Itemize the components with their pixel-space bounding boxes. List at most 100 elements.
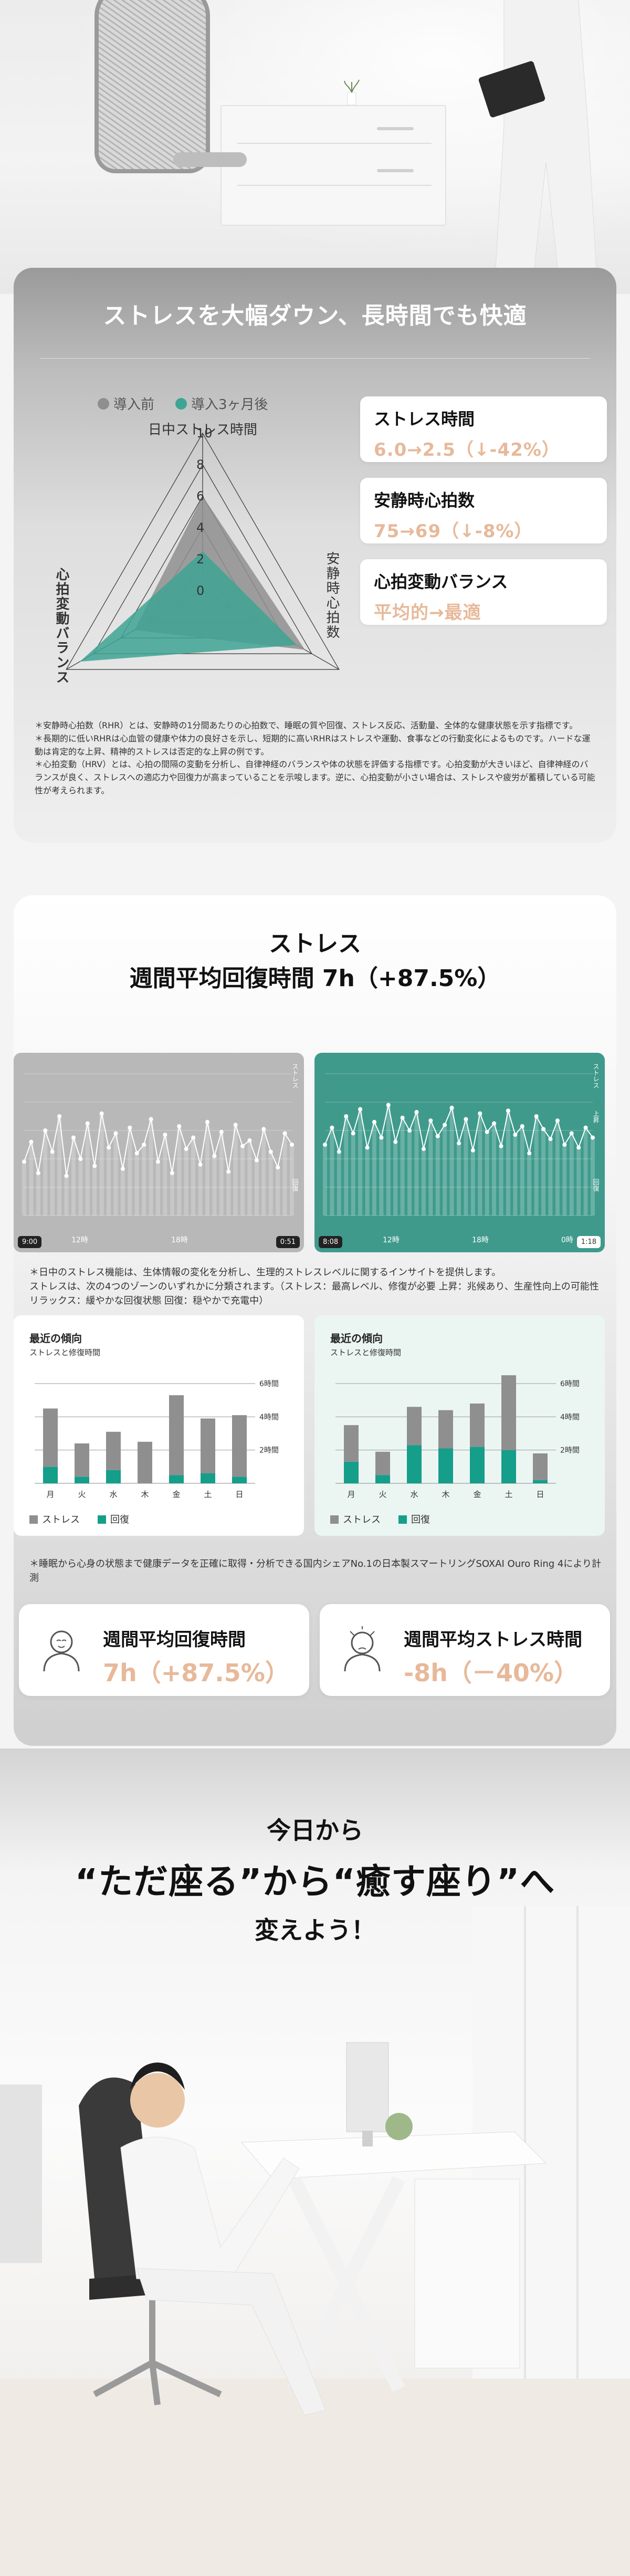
radar-tick-label: 2 (196, 552, 204, 567)
bar-tick-label: 6時間 (560, 1380, 580, 1388)
trend-subheading: ストレスと修復時間 (330, 1348, 402, 1357)
note-stress-function: ＊日中のストレス機能は、生体情報の変化を分析し、生理的ストレスレベルに関するイン… (29, 1267, 501, 1278)
monitor (346, 2042, 389, 2132)
timeline-point (205, 1119, 209, 1124)
note-rhr: ＊安静時心拍数（RHR）とは、安静時の1分間あたりの心拍数で、睡眠の質や回復、ス… (35, 720, 578, 730)
timeline-bar (330, 1127, 334, 1216)
timeline-bar (344, 1116, 349, 1216)
bar-stress (75, 1443, 89, 1477)
timeline-bar (457, 1143, 461, 1216)
summary-label: 週間平均ストレス時間 (404, 1629, 582, 1650)
bar-category-label: 木 (141, 1490, 149, 1499)
timeline-bar (583, 1127, 588, 1216)
summary-stress: 週間平均ストレス時間 -8h（－40%） (320, 1604, 610, 1696)
timeline-point (226, 1169, 231, 1174)
timeline-point (128, 1125, 132, 1130)
bar-category-label: 火 (78, 1490, 86, 1499)
timeline-bar (569, 1133, 574, 1216)
timeline-bar (191, 1137, 196, 1216)
hero-photo-bottom: 今日から “ただ座る”から“癒す座り”へ 変えよう！ (0, 1748, 630, 2576)
bar-recovery (375, 1475, 390, 1483)
weekly-trend-after: 最近の傾向 ストレスと修復時間 2時間 4時間 6時間月 火 水 木 金 土 日 ストレス 回復 (314, 1315, 605, 1536)
timeline-bar (268, 1151, 273, 1216)
stress-reduction-card: ストレスを大幅ダウン、長時間でも快適 導入前 導入3ヶ月後 日中ストレス時間 心… (14, 268, 616, 843)
time-start: 8:08 (319, 1236, 343, 1248)
timeline-bar (485, 1132, 489, 1216)
time-start: 9:00 (18, 1236, 42, 1248)
summary-label: 週間平均回復時間 (103, 1629, 246, 1650)
timeline-point (428, 1118, 433, 1123)
stat-value: 6.0→2.5（↓-42%） (374, 439, 560, 460)
timeline-point (400, 1115, 405, 1120)
legend-recovery-label: 回復 (110, 1514, 129, 1525)
timeline-point (36, 1171, 40, 1175)
title-divider (40, 358, 590, 359)
timeline-point (407, 1128, 412, 1133)
bar-recovery (533, 1480, 548, 1483)
timeline-point (85, 1121, 90, 1126)
timeline-bar (120, 1168, 125, 1216)
timeline-point (555, 1118, 560, 1123)
timeline-point (78, 1157, 83, 1161)
time-end: 1:18 (576, 1236, 601, 1248)
bar-tick-label: 6時間 (259, 1380, 279, 1388)
timeline-point (365, 1145, 370, 1150)
timeline-bar (358, 1109, 363, 1216)
bar-stress (169, 1395, 184, 1475)
timeline-point (212, 1154, 217, 1158)
bar-category-label: 月 (347, 1490, 355, 1499)
timeline-point (337, 1149, 341, 1154)
office-scene (0, 1906, 630, 2576)
timeline-bar (393, 1142, 398, 1216)
bar-category-label: 木 (442, 1490, 449, 1499)
timeline-bar (421, 1149, 426, 1216)
person-legs (136, 2268, 326, 2416)
bar-stress (344, 1425, 359, 1462)
timeline-point (443, 1123, 447, 1127)
bar-recovery (106, 1470, 121, 1483)
stressed-person-icon (344, 1626, 381, 1672)
timeline-bar (43, 1130, 48, 1216)
timeline-point (247, 1138, 252, 1143)
timeline-bar (290, 1145, 294, 1216)
stat-value: 75→69（↓-8%） (374, 521, 533, 542)
plant-vase-icon (344, 79, 360, 105)
timeline-point (149, 1117, 153, 1122)
timeline-point (506, 1108, 510, 1113)
timeline-point (198, 1162, 203, 1167)
bar-category-label: 水 (410, 1490, 418, 1499)
bar-stress (201, 1418, 215, 1473)
timeline-bar (407, 1130, 412, 1216)
timeline-bar (576, 1147, 581, 1216)
bar-stress (375, 1451, 390, 1475)
timeline-point (191, 1135, 196, 1140)
relaxed-person-icon (43, 1630, 80, 1672)
closing-line1: 今日から (267, 1816, 363, 1845)
trend-heading: 最近の傾向 (29, 1332, 82, 1345)
drawer-handle (377, 169, 414, 172)
timeline-point (358, 1107, 363, 1112)
radar-legend: 導入前 導入3ヶ月後 (98, 394, 268, 413)
radar-axis-right: 安静時心拍数 (324, 551, 340, 640)
timeline-bar (177, 1126, 182, 1216)
timeline-point (142, 1143, 146, 1147)
time-label: 18時 (472, 1236, 489, 1244)
legend-after: 導入3ヶ月後 (175, 394, 268, 413)
side-label-stress: ストレス (592, 1063, 600, 1088)
timeline-point (386, 1103, 391, 1107)
timeline-bar (85, 1123, 90, 1216)
timeline-point (92, 1164, 97, 1168)
timeline-bar (205, 1122, 209, 1216)
stat-hrv: 心拍変動バランス 平均的→最適 (360, 559, 607, 625)
radar-tick-label: 0 (196, 583, 204, 598)
timeline-point (261, 1127, 266, 1132)
bar-legend: ストレス 回復 (330, 1512, 430, 1526)
timeline-point (170, 1171, 174, 1175)
timeline-point (576, 1145, 581, 1150)
timeline-bar (534, 1116, 539, 1216)
person-body (120, 2137, 300, 2279)
timeline-bar (386, 1105, 391, 1216)
timeline-bar (414, 1112, 419, 1216)
legend-stress-label: ストレス (42, 1514, 80, 1525)
timeline-point (591, 1135, 595, 1140)
